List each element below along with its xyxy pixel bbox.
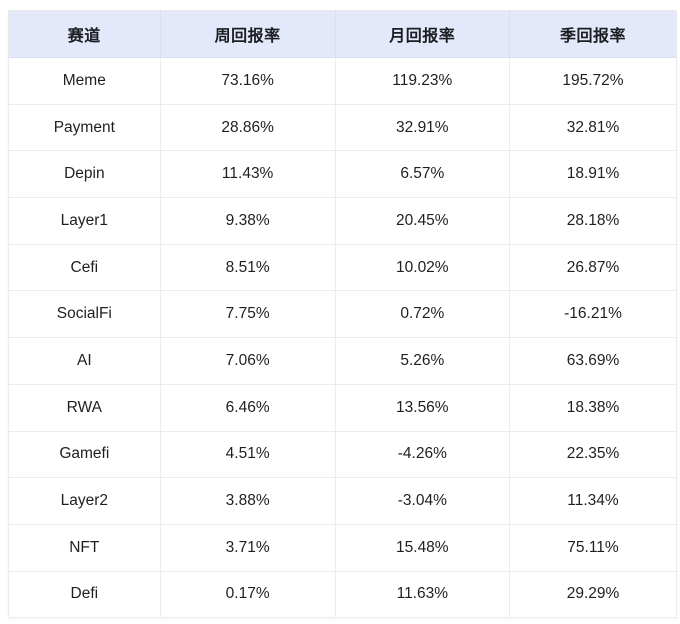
- quarterly-return-cell: 26.87%: [508, 243, 678, 292]
- weekly-return-cell: 0.17%: [159, 570, 336, 619]
- table-row: NFT 3.71% 15.48% 75.11%: [8, 523, 678, 572]
- sector-cell: RWA: [8, 383, 161, 432]
- header-row: 赛道 周回报率 月回报率 季回报率: [8, 10, 678, 58]
- weekly-return-cell: 7.75%: [159, 290, 336, 339]
- monthly-return-cell: 32.91%: [334, 103, 510, 152]
- column-header-monthly: 月回报率: [334, 10, 510, 58]
- quarterly-return-cell: 22.35%: [508, 430, 678, 479]
- quarterly-return-cell: 11.34%: [508, 477, 678, 525]
- monthly-return-cell: 6.57%: [334, 150, 510, 199]
- table-body: Meme 73.16% 119.23% 195.72% Payment 28.86% 32.…: [8, 57, 678, 619]
- weekly-return-cell: 6.46%: [159, 383, 336, 432]
- quarterly-return-cell: -16.21%: [508, 290, 678, 339]
- weekly-return-cell: 3.71%: [159, 523, 336, 572]
- weekly-return-cell: 9.38%: [159, 197, 336, 245]
- table-header: 赛道 周回报率 月回报率 季回报率: [8, 10, 678, 58]
- sector-cell: Gamefi: [8, 430, 161, 479]
- table-row: Layer2 3.88% -3.04% 11.34%: [8, 477, 678, 525]
- table-row: Gamefi 4.51% -4.26% 22.35%: [8, 430, 678, 479]
- monthly-return-cell: 119.23%: [334, 57, 510, 105]
- monthly-return-cell: -4.26%: [334, 430, 510, 479]
- monthly-return-cell: 10.02%: [334, 243, 510, 292]
- quarterly-return-cell: 63.69%: [508, 337, 678, 385]
- monthly-return-cell: 20.45%: [334, 197, 510, 245]
- sector-cell: Layer1: [8, 197, 161, 245]
- sector-returns-table: 赛道 周回报率 月回报率 季回报率 Meme 73.16% 119.23% 195.7…: [8, 10, 678, 619]
- sector-cell: AI: [8, 337, 161, 385]
- weekly-return-cell: 28.86%: [159, 103, 336, 152]
- table-row: AI 7.06% 5.26% 63.69%: [8, 337, 678, 385]
- column-header-weekly: 周回报率: [159, 10, 336, 58]
- monthly-return-cell: 0.72%: [334, 290, 510, 339]
- sector-cell: Payment: [8, 103, 161, 152]
- sector-cell: Defi: [8, 570, 161, 619]
- column-header-quarterly: 季回报率: [508, 10, 678, 58]
- quarterly-return-cell: 29.29%: [508, 570, 678, 619]
- weekly-return-cell: 8.51%: [159, 243, 336, 292]
- quarterly-return-cell: 28.18%: [508, 197, 678, 245]
- table-row: Payment 28.86% 32.91% 32.81%: [8, 103, 678, 152]
- quarterly-return-cell: 195.72%: [508, 57, 678, 105]
- monthly-return-cell: 13.56%: [334, 383, 510, 432]
- sector-cell: Depin: [8, 150, 161, 199]
- sector-cell: Layer2: [8, 477, 161, 525]
- monthly-return-cell: -3.04%: [334, 477, 510, 525]
- table-row: Meme 73.16% 119.23% 195.72%: [8, 57, 678, 105]
- sector-cell: Cefi: [8, 243, 161, 292]
- table-row: Depin 11.43% 6.57% 18.91%: [8, 150, 678, 199]
- quarterly-return-cell: 75.11%: [508, 523, 678, 572]
- monthly-return-cell: 15.48%: [334, 523, 510, 572]
- quarterly-return-cell: 18.38%: [508, 383, 678, 432]
- weekly-return-cell: 4.51%: [159, 430, 336, 479]
- sector-cell: SocialFi: [8, 290, 161, 339]
- sector-cell: Meme: [8, 57, 161, 105]
- table-row: Cefi 8.51% 10.02% 26.87%: [8, 243, 678, 292]
- table-row: SocialFi 7.75% 0.72% -16.21%: [8, 290, 678, 339]
- column-header-sector: 赛道: [8, 10, 161, 58]
- monthly-return-cell: 11.63%: [334, 570, 510, 619]
- weekly-return-cell: 3.88%: [159, 477, 336, 525]
- table-row: RWA 6.46% 13.56% 18.38%: [8, 383, 678, 432]
- weekly-return-cell: 11.43%: [159, 150, 336, 199]
- quarterly-return-cell: 32.81%: [508, 103, 678, 152]
- quarterly-return-cell: 18.91%: [508, 150, 678, 199]
- table-row: Layer1 9.38% 20.45% 28.18%: [8, 197, 678, 245]
- weekly-return-cell: 7.06%: [159, 337, 336, 385]
- weekly-return-cell: 73.16%: [159, 57, 336, 105]
- sector-cell: NFT: [8, 523, 161, 572]
- monthly-return-cell: 5.26%: [334, 337, 510, 385]
- table-row: Defi 0.17% 11.63% 29.29%: [8, 570, 678, 619]
- returns-table-container: 赛道 周回报率 月回报率 季回报率 Meme 73.16% 119.23% 195.7…: [8, 10, 678, 619]
